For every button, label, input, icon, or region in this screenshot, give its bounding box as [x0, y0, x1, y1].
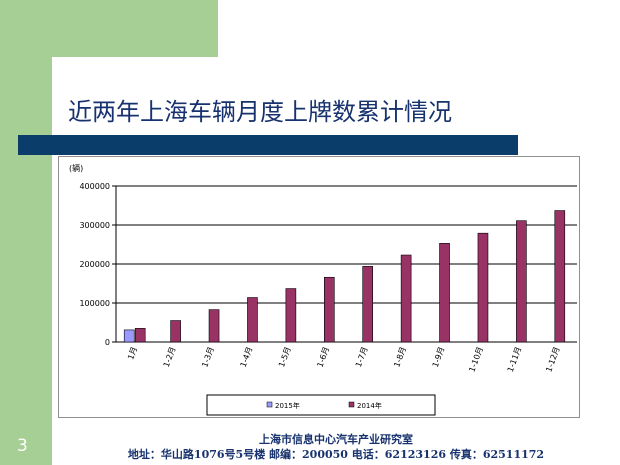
bar-2014-3 [247, 297, 258, 343]
y-tick-label: 100000 [79, 299, 110, 308]
chart-panel: (辆) 0 100000 200000 300000 400000 1月 1-2月 1-3月 1-… [58, 156, 580, 418]
page-number: 3 [17, 436, 28, 456]
y-unit-label: (辆) [69, 163, 83, 173]
footer-contact: 地址：华山路1076号5号楼 邮编：200050 电话：62123126 传真：… [127, 448, 545, 461]
bar-2014-4 [285, 288, 297, 343]
x-tick-label: 1-11月 [506, 346, 523, 374]
bar-chart: (辆) 0 100000 200000 300000 400000 1月 1-2月 1-3月 1-… [69, 163, 577, 416]
bar-2014-6 [362, 266, 374, 343]
y-tick-label: 300000 [79, 221, 110, 230]
x-tick-label: 1-4月 [239, 346, 255, 369]
x-tick-label: 1-9月 [431, 346, 447, 369]
x-tick-label: 1-5月 [277, 346, 293, 369]
legend-label: 2014年 [357, 401, 382, 410]
title-underline-bar [18, 135, 518, 155]
legend-label: 2015年 [275, 401, 300, 410]
y-tick-label: 0 [105, 338, 110, 347]
rounded-content-corner [52, 57, 218, 137]
y-tick-label: 200000 [79, 260, 110, 269]
bar-2014-7 [400, 254, 412, 343]
bar-2014-9 [477, 232, 489, 343]
y-tick-label: 400000 [79, 182, 110, 191]
bar-2014-1 [170, 320, 181, 343]
x-tick-label: 1-10月 [467, 346, 484, 374]
legend-swatch [266, 401, 273, 408]
legend-swatch [348, 401, 355, 408]
bar-2014-0 [134, 328, 146, 343]
bar-2014-2 [208, 309, 220, 343]
bar-2015-0 [123, 329, 135, 343]
footer-organization: 上海市信息中心汽车产业研究室 [259, 433, 413, 446]
bar-2014-8 [439, 243, 450, 343]
left-green-band [0, 0, 52, 465]
top-green-band [0, 0, 218, 57]
bar-2014-5 [323, 276, 335, 343]
x-tick-label: 1-8月 [392, 346, 408, 369]
x-tick-label: 1-3月 [200, 346, 216, 369]
x-tick-label: 1-12月 [544, 346, 561, 374]
bar-2014-11 [554, 210, 566, 343]
x-tick-label: 1-2月 [162, 346, 178, 369]
slide-title: 近两年上海车辆月度上牌数累计情况 [68, 98, 452, 126]
x-tick-label: 1-7月 [354, 346, 370, 369]
x-tick-label: 1-6月 [316, 346, 332, 369]
legend-box [206, 394, 436, 416]
x-tick-label: 1月 [126, 346, 139, 361]
bar-2014-10 [516, 220, 527, 343]
